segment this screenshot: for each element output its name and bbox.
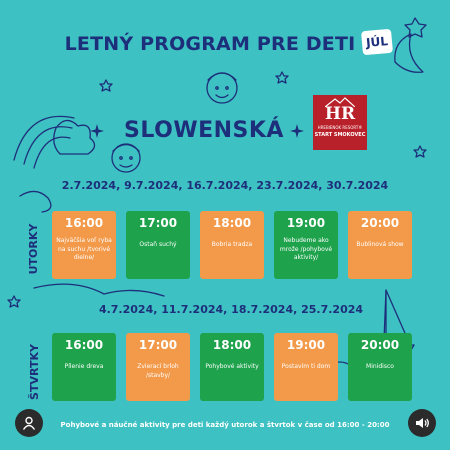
event-activity: Pohybové aktivity xyxy=(205,363,259,370)
month-badge: JÚL xyxy=(361,28,393,56)
event-time: 16:00 xyxy=(64,338,104,352)
user-button[interactable] xyxy=(15,409,43,437)
event-activity: Bublinová show xyxy=(356,241,404,248)
logo-subtitle: HREBIENOK RESORT® xyxy=(317,125,363,130)
event-card: 16:00 Pílenie dreva xyxy=(52,333,116,401)
event-card: 19:00 Postavím ti dom xyxy=(274,333,338,401)
event-card: 16:00 Najväčšia voľ ryba na suchu /tvori… xyxy=(52,211,116,279)
event-time: 17:00 xyxy=(138,338,178,352)
brand-name: SLOWENSKÁ xyxy=(124,118,284,143)
poster-title: LETNÝ PROGRAM PRE DETI xyxy=(64,33,356,55)
tuesday-dates: 2.7.2024, 9.7.2024, 16.7.2024, 23.7.2024… xyxy=(61,179,389,192)
event-card: 19:00 Nebudeme ako mrože /pohybové aktiv… xyxy=(274,211,338,279)
event-time: 17:00 xyxy=(138,216,178,230)
event-activity: Minidisco xyxy=(366,363,394,370)
event-activity: Bobria tradza xyxy=(211,241,253,248)
event-activity: Postavím ti dom xyxy=(281,363,331,370)
event-time: 18:00 xyxy=(212,216,252,230)
user-icon xyxy=(22,416,36,430)
event-activity: Zvierací brloh /stavby/ xyxy=(137,363,179,379)
resort-logo: HR HREBIENOK RESORT® START SMOKOVEC xyxy=(313,95,367,150)
speaker-icon xyxy=(416,418,429,428)
tuesday-schedule-row: 16:00 Najväčšia voľ ryba na suchu /tvori… xyxy=(52,211,412,279)
event-activity: Najväčšia voľ ryba na suchu /tvorivé die… xyxy=(56,237,112,261)
event-card: 18:00 Bobria tradza xyxy=(200,211,264,279)
sparkle-icon xyxy=(290,124,304,138)
event-time: 20:00 xyxy=(360,338,400,352)
sound-toggle-button[interactable] xyxy=(408,409,436,437)
thursday-dates: 4.7.2024, 11.7.2024, 18.7.2024, 25.7.202… xyxy=(98,303,364,316)
sparkle-icon xyxy=(90,124,104,138)
event-time: 19:00 xyxy=(286,338,326,352)
event-card: 20:00 Minidisco xyxy=(348,333,412,401)
event-card: 20:00 Bublinová show xyxy=(348,211,412,279)
event-card: 18:00 Pohybové aktivity xyxy=(200,333,264,401)
event-time: 20:00 xyxy=(360,216,400,230)
event-card: 17:00 Ostaň suchý xyxy=(126,211,190,279)
tuesday-label: UTORKY xyxy=(27,223,40,275)
logo-mark: HR xyxy=(324,104,356,124)
event-activity: Ostaň suchý xyxy=(139,241,177,248)
event-activity: Pílenie dreva xyxy=(64,363,104,370)
event-time: 19:00 xyxy=(286,216,326,230)
event-time: 18:00 xyxy=(212,338,252,352)
event-time: 16:00 xyxy=(64,216,104,230)
event-card: 17:00 Zvierací brloh /stavby/ xyxy=(126,333,190,401)
thursday-label: ŠTVRTKY xyxy=(28,344,41,400)
mountain-icon xyxy=(325,97,355,107)
footer-note: Pohybové a náučné aktivity pre deti každ… xyxy=(60,421,390,429)
event-activity: Nebudeme ako mrože /pohybové aktivity/ xyxy=(279,237,333,261)
thursday-schedule-row: 16:00 Pílenie dreva 17:00 Zvierací brloh… xyxy=(52,333,412,401)
logo-location: START SMOKOVEC xyxy=(314,132,366,138)
